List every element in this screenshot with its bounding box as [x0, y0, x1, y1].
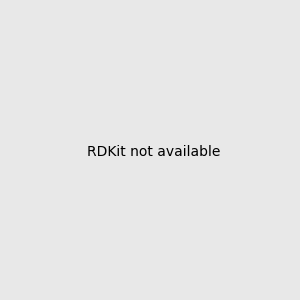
Text: RDKit not available: RDKit not available: [87, 145, 220, 158]
